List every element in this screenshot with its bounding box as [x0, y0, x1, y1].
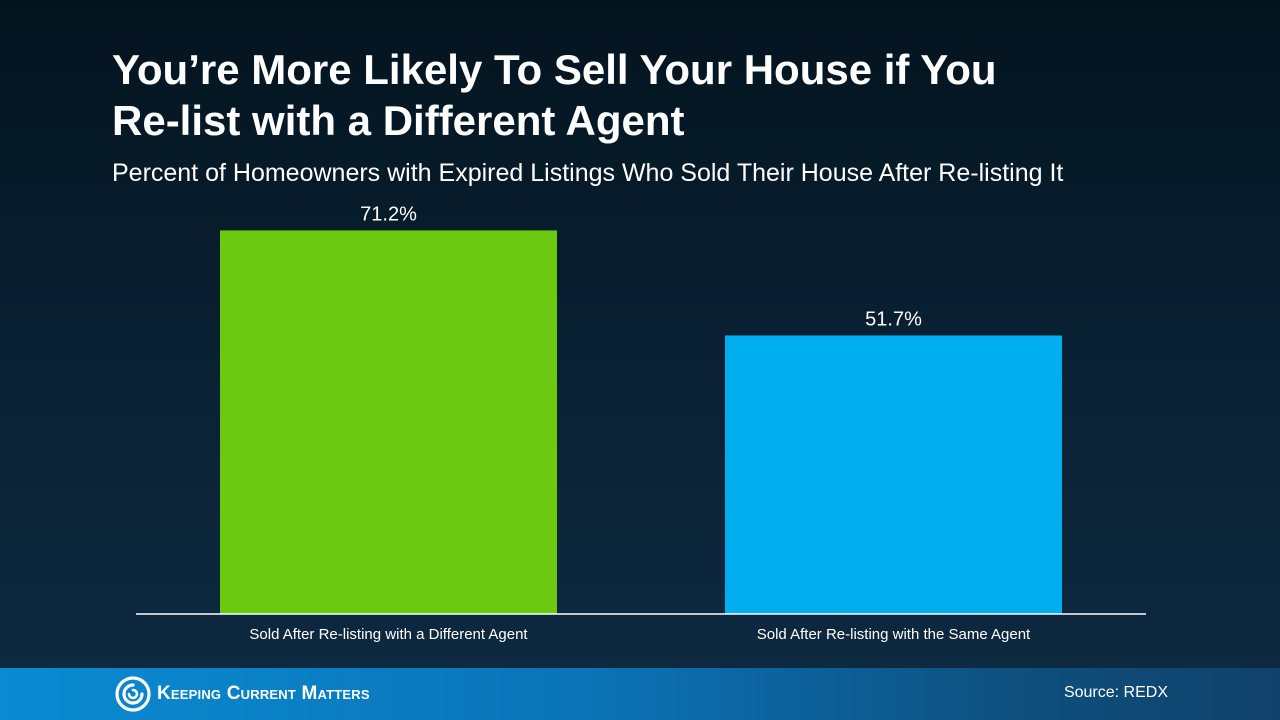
chart-title: You’re More Likely To Sell Your House if…	[112, 44, 1212, 146]
footer-bar: Keeping Current Matters Source: REDX	[0, 668, 1280, 720]
logo-text: Keeping Current Matters	[157, 683, 370, 704]
kcm-logo[interactable]: Keeping Current Matters	[115, 676, 370, 712]
chart-title-line-1: You’re More Likely To Sell Your House if…	[112, 46, 997, 93]
x-tick-label-1: Sold After Re-listing with a Different A…	[249, 626, 528, 643]
chart-title-line-2: Re-list with a Different Agent	[112, 97, 685, 144]
bar-value-label-2: 51.7%	[865, 308, 922, 330]
bar-2	[725, 335, 1062, 614]
x-tick-label-2: Sold After Re-listing with the Same Agen…	[757, 626, 1031, 643]
bar-1	[220, 230, 557, 614]
bar-chart: 71.2% Sold After Re-listing with a Differ…	[220, 203, 1062, 643]
swirl-logo-icon	[115, 676, 151, 712]
source-text: Source: REDX	[1063, 684, 1168, 701]
bar-value-label-1: 71.2%	[360, 203, 417, 225]
chart-subtitle: Percent of Homeowners with Expired Listi…	[112, 159, 1064, 187]
